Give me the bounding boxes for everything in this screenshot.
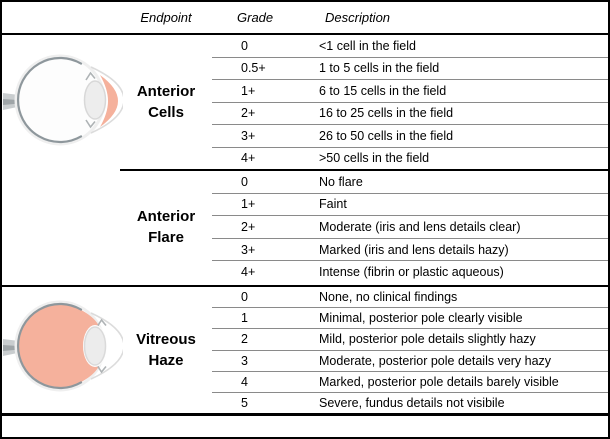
table-row: 4 Marked, posterior pole details barely …: [212, 370, 608, 392]
column-header-endpoint: Endpoint: [140, 10, 192, 25]
anterior-block: Anterior Cells 0 <1 cell in the field 0.…: [2, 35, 608, 285]
table-row: 2+ 16 to 25 cells in the field: [212, 101, 608, 125]
endpoint-label-line: Vitreous: [136, 331, 196, 348]
rows-anterior-cells: 0 <1 cell in the field 0.5+ 1 to 5 cells…: [212, 35, 608, 169]
table-row: 3 Moderate, posterior pole details very …: [212, 349, 608, 371]
grade-cell: 2+: [241, 219, 256, 234]
vitreous-eye-icon: [3, 300, 123, 392]
column-header-grade: Grade: [237, 10, 274, 25]
description-cell: 6 to 15 cells in the field: [319, 83, 447, 98]
anterior-eye-icon: [3, 54, 123, 146]
table-row: 0 No flare: [212, 171, 608, 193]
description-cell: >50 cells in the field: [319, 151, 430, 166]
description-cell: Marked (iris and lens details hazy): [319, 242, 509, 257]
table-row: 2 Mild, posterior pole details slightly …: [212, 328, 608, 349]
endpoint-label-line: Anterior: [136, 83, 196, 100]
rows-anterior-flare: 0 No flare 1+ Faint 2+ Moderate (iris an…: [212, 171, 608, 283]
table-row: 2+ Moderate (iris and lens details clear…: [212, 215, 608, 238]
anterior-eye-cell: [2, 35, 123, 285]
endpoint-label-anterior-flare: Anterior Flare: [120, 171, 212, 283]
vitreous-eye-cell: [2, 287, 123, 413]
description-cell: Faint: [319, 197, 347, 212]
description-cell: Moderate (iris and lens details clear): [319, 219, 521, 234]
grade-cell: 5: [241, 395, 248, 410]
description-cell: None, no clinical findings: [319, 290, 458, 305]
description-cell: Moderate, posterior pole details very ha…: [319, 353, 552, 368]
endpoint-label-line: Haze: [148, 352, 184, 369]
description-cell: No flare: [319, 174, 363, 189]
table-row: 0 None, no clinical findings: [212, 287, 608, 307]
table-row: 3+ Marked (iris and lens details hazy): [212, 237, 608, 261]
table-row: 5 Severe, fundus details not visibile: [212, 391, 608, 413]
table-row: 1+ 6 to 15 cells in the field: [212, 79, 608, 102]
table-row: 3+ 26 to 50 cells in the field: [212, 124, 608, 147]
table-row: 0 <1 cell in the field: [212, 35, 608, 57]
grade-cell: 0: [241, 290, 248, 305]
grade-cell: 3+: [241, 242, 256, 257]
table-header-row: Endpoint Grade Description: [2, 2, 608, 35]
grade-cell: 1+: [241, 197, 256, 212]
description-cell: Severe, fundus details not visibile: [319, 395, 505, 410]
section-anterior-cells: Anterior Cells 0 <1 cell in the field 0.…: [120, 35, 608, 169]
description-cell: <1 cell in the field: [319, 38, 416, 53]
grade-cell: 3: [241, 353, 248, 368]
table-row: 1+ Faint: [212, 192, 608, 216]
grade-cell: 4+: [241, 265, 256, 280]
endpoint-label-line: Flare: [148, 229, 184, 246]
grade-cell: 1+: [241, 83, 256, 98]
grade-cell: 3+: [241, 128, 256, 143]
section-vitreous-haze: Vitreous Haze 0 None, no clinical findin…: [2, 285, 608, 413]
grade-cell: 1: [241, 311, 248, 326]
description-cell: 16 to 25 cells in the field: [319, 106, 454, 121]
grade-cell: 0.5+: [241, 61, 266, 76]
table-row: 4+ >50 cells in the field: [212, 146, 608, 170]
endpoint-label-line: Cells: [148, 104, 184, 121]
table-row: 4+ Intense (fibrin or plastic aqueous): [212, 260, 608, 283]
grade-cell: 2+: [241, 106, 256, 121]
grade-cell: 0: [241, 174, 248, 189]
endpoint-label-anterior-cells: Anterior Cells: [120, 35, 212, 169]
description-cell: 1 to 5 cells in the field: [319, 61, 440, 76]
table-row: 0.5+ 1 to 5 cells in the field: [212, 56, 608, 80]
endpoint-label-line: Anterior: [136, 208, 196, 225]
description-cell: Mild, posterior pole details slightly ha…: [319, 332, 536, 347]
table-row: 1 Minimal, posterior pole clearly visibl…: [212, 307, 608, 328]
description-cell: 26 to 50 cells in the field: [319, 128, 454, 143]
anterior-sections: Anterior Cells 0 <1 cell in the field 0.…: [120, 35, 608, 285]
grade-cell: 4: [241, 374, 248, 389]
description-cell: Intense (fibrin or plastic aqueous): [319, 265, 504, 280]
footer-strip: [2, 413, 608, 437]
section-anterior-flare: Anterior Flare 0 No flare 1+ Faint 2+ Mo…: [120, 169, 608, 283]
endpoint-label-vitreous-haze: Vitreous Haze: [120, 287, 212, 413]
column-header-description: Description: [325, 10, 391, 25]
grade-cell: 4+: [241, 151, 256, 166]
grade-cell: 2: [241, 332, 248, 347]
description-cell: Marked, posterior pole details barely vi…: [319, 374, 559, 389]
rows-vitreous-haze: 0 None, no clinical findings 1 Minimal, …: [212, 287, 608, 413]
grade-cell: 0: [241, 38, 248, 53]
description-cell: Minimal, posterior pole clearly visible: [319, 311, 523, 326]
